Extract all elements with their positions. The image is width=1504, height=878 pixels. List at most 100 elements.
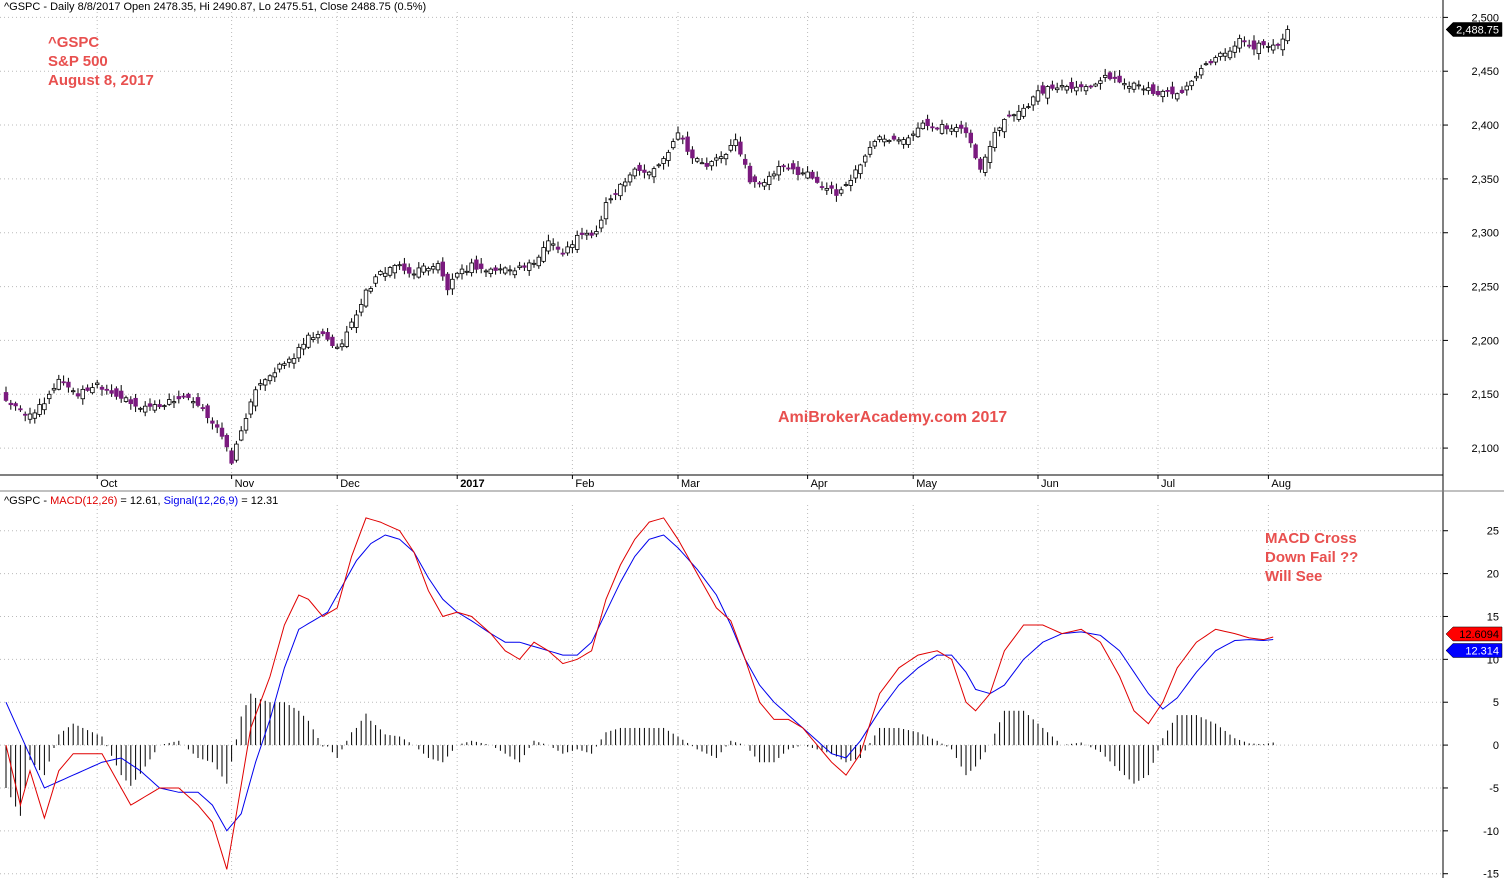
candle-up xyxy=(671,141,676,149)
candle-up xyxy=(709,161,714,167)
candle-down xyxy=(1247,44,1252,47)
candle-up xyxy=(527,262,532,271)
price-grid xyxy=(0,12,1443,475)
candle-up xyxy=(1045,86,1050,99)
candle-down xyxy=(176,396,181,400)
candle-up xyxy=(915,127,921,138)
candle-up xyxy=(939,124,945,134)
candle-down xyxy=(690,149,695,159)
candle-down xyxy=(1007,114,1012,117)
candle-up xyxy=(1213,57,1218,63)
candle-up xyxy=(358,304,364,313)
x-tick-label: Aug xyxy=(1271,478,1291,490)
candle-down xyxy=(1050,84,1055,89)
x-tick-label: Apr xyxy=(811,478,828,490)
candle-down xyxy=(968,132,973,144)
candle-up xyxy=(666,152,671,161)
candle-up xyxy=(719,156,724,159)
price-y-tick-label: 2,300 xyxy=(1471,228,1499,240)
candle-down xyxy=(1251,40,1257,50)
candle-up xyxy=(517,265,522,268)
candle-up xyxy=(166,399,172,405)
candle-up xyxy=(426,268,431,272)
candle-up xyxy=(723,153,729,160)
x-tick-label: Mar xyxy=(681,478,700,490)
candle-up xyxy=(594,231,599,235)
candle-up xyxy=(848,180,853,186)
watermark: AmiBrokerAcademy.com 2017 xyxy=(778,409,1008,426)
macd-lines xyxy=(5,517,1274,870)
x-tick-label: May xyxy=(916,478,937,490)
candle-up xyxy=(162,405,167,408)
candle-down xyxy=(978,158,983,170)
annotation-date: August 8, 2017 xyxy=(48,72,154,89)
candle-down xyxy=(680,137,685,140)
candle-down xyxy=(944,125,949,130)
candle-up xyxy=(949,128,954,132)
candle-up xyxy=(152,404,157,411)
candle-down xyxy=(555,246,561,250)
candle-up xyxy=(469,262,474,274)
candle-up xyxy=(983,156,988,173)
macd-y-tick-label: -5 xyxy=(1489,783,1499,795)
candle-up xyxy=(171,401,177,404)
macd-last-value-shape xyxy=(1445,626,1503,642)
candle-up xyxy=(603,202,609,220)
candle-down xyxy=(181,395,186,398)
candle-up xyxy=(42,403,47,411)
price-y-tick-label: 2,250 xyxy=(1471,282,1499,294)
candle-up xyxy=(565,246,570,254)
candle-down xyxy=(66,381,71,388)
candle-up xyxy=(1098,80,1103,84)
candle-up xyxy=(71,390,76,393)
macd-histogram xyxy=(5,693,1274,816)
candle-up xyxy=(1194,75,1199,79)
candle-up xyxy=(421,265,426,273)
candle-down xyxy=(1242,40,1247,43)
candle-up xyxy=(1232,45,1237,53)
candle-up xyxy=(853,169,858,179)
candle-up xyxy=(291,358,297,364)
candle-up xyxy=(301,343,306,350)
price-candles xyxy=(3,25,1290,465)
x-tick-label: 2017 xyxy=(460,478,484,490)
annotation-symbol: ^GSPC xyxy=(48,34,100,51)
candle-down xyxy=(75,393,81,397)
candle-up xyxy=(339,343,345,348)
candle-up xyxy=(714,157,719,161)
macd-last-value-text: 12.6094 xyxy=(1459,629,1499,641)
candle-up xyxy=(411,273,417,276)
macd-y-tick-label: 20 xyxy=(1487,569,1499,581)
candle-up xyxy=(430,266,436,270)
candle-up xyxy=(354,314,359,328)
candle-up xyxy=(1122,83,1127,86)
candle-down xyxy=(13,403,18,407)
macd-y-tick-label: 15 xyxy=(1487,611,1499,623)
candle-up xyxy=(882,138,887,143)
candle-up xyxy=(776,166,781,176)
candle-down xyxy=(440,261,445,277)
candle-up xyxy=(1280,38,1285,51)
candle-down xyxy=(1208,60,1213,64)
candle-down xyxy=(85,387,90,391)
candle-up xyxy=(37,404,42,415)
candle-down xyxy=(752,176,757,183)
candle-up xyxy=(435,263,441,271)
candle-up xyxy=(843,184,849,186)
candle-down xyxy=(229,450,234,464)
candle-up xyxy=(541,247,546,262)
candle-up xyxy=(286,358,292,363)
candle-down xyxy=(973,144,978,159)
candle-down xyxy=(330,336,335,346)
candle-down xyxy=(3,392,9,401)
candle-up xyxy=(1016,110,1021,120)
candle-up xyxy=(1199,68,1204,76)
candle-up xyxy=(483,270,489,273)
candle-down xyxy=(109,390,114,394)
candle-up xyxy=(997,127,1002,131)
macd-header-signal: Signal(12,26,9) xyxy=(163,495,239,507)
candle-down xyxy=(1179,89,1185,93)
candle-down xyxy=(402,263,407,271)
candle-up xyxy=(142,405,148,413)
macd-header-macd-value: = 12.61, xyxy=(117,495,164,507)
